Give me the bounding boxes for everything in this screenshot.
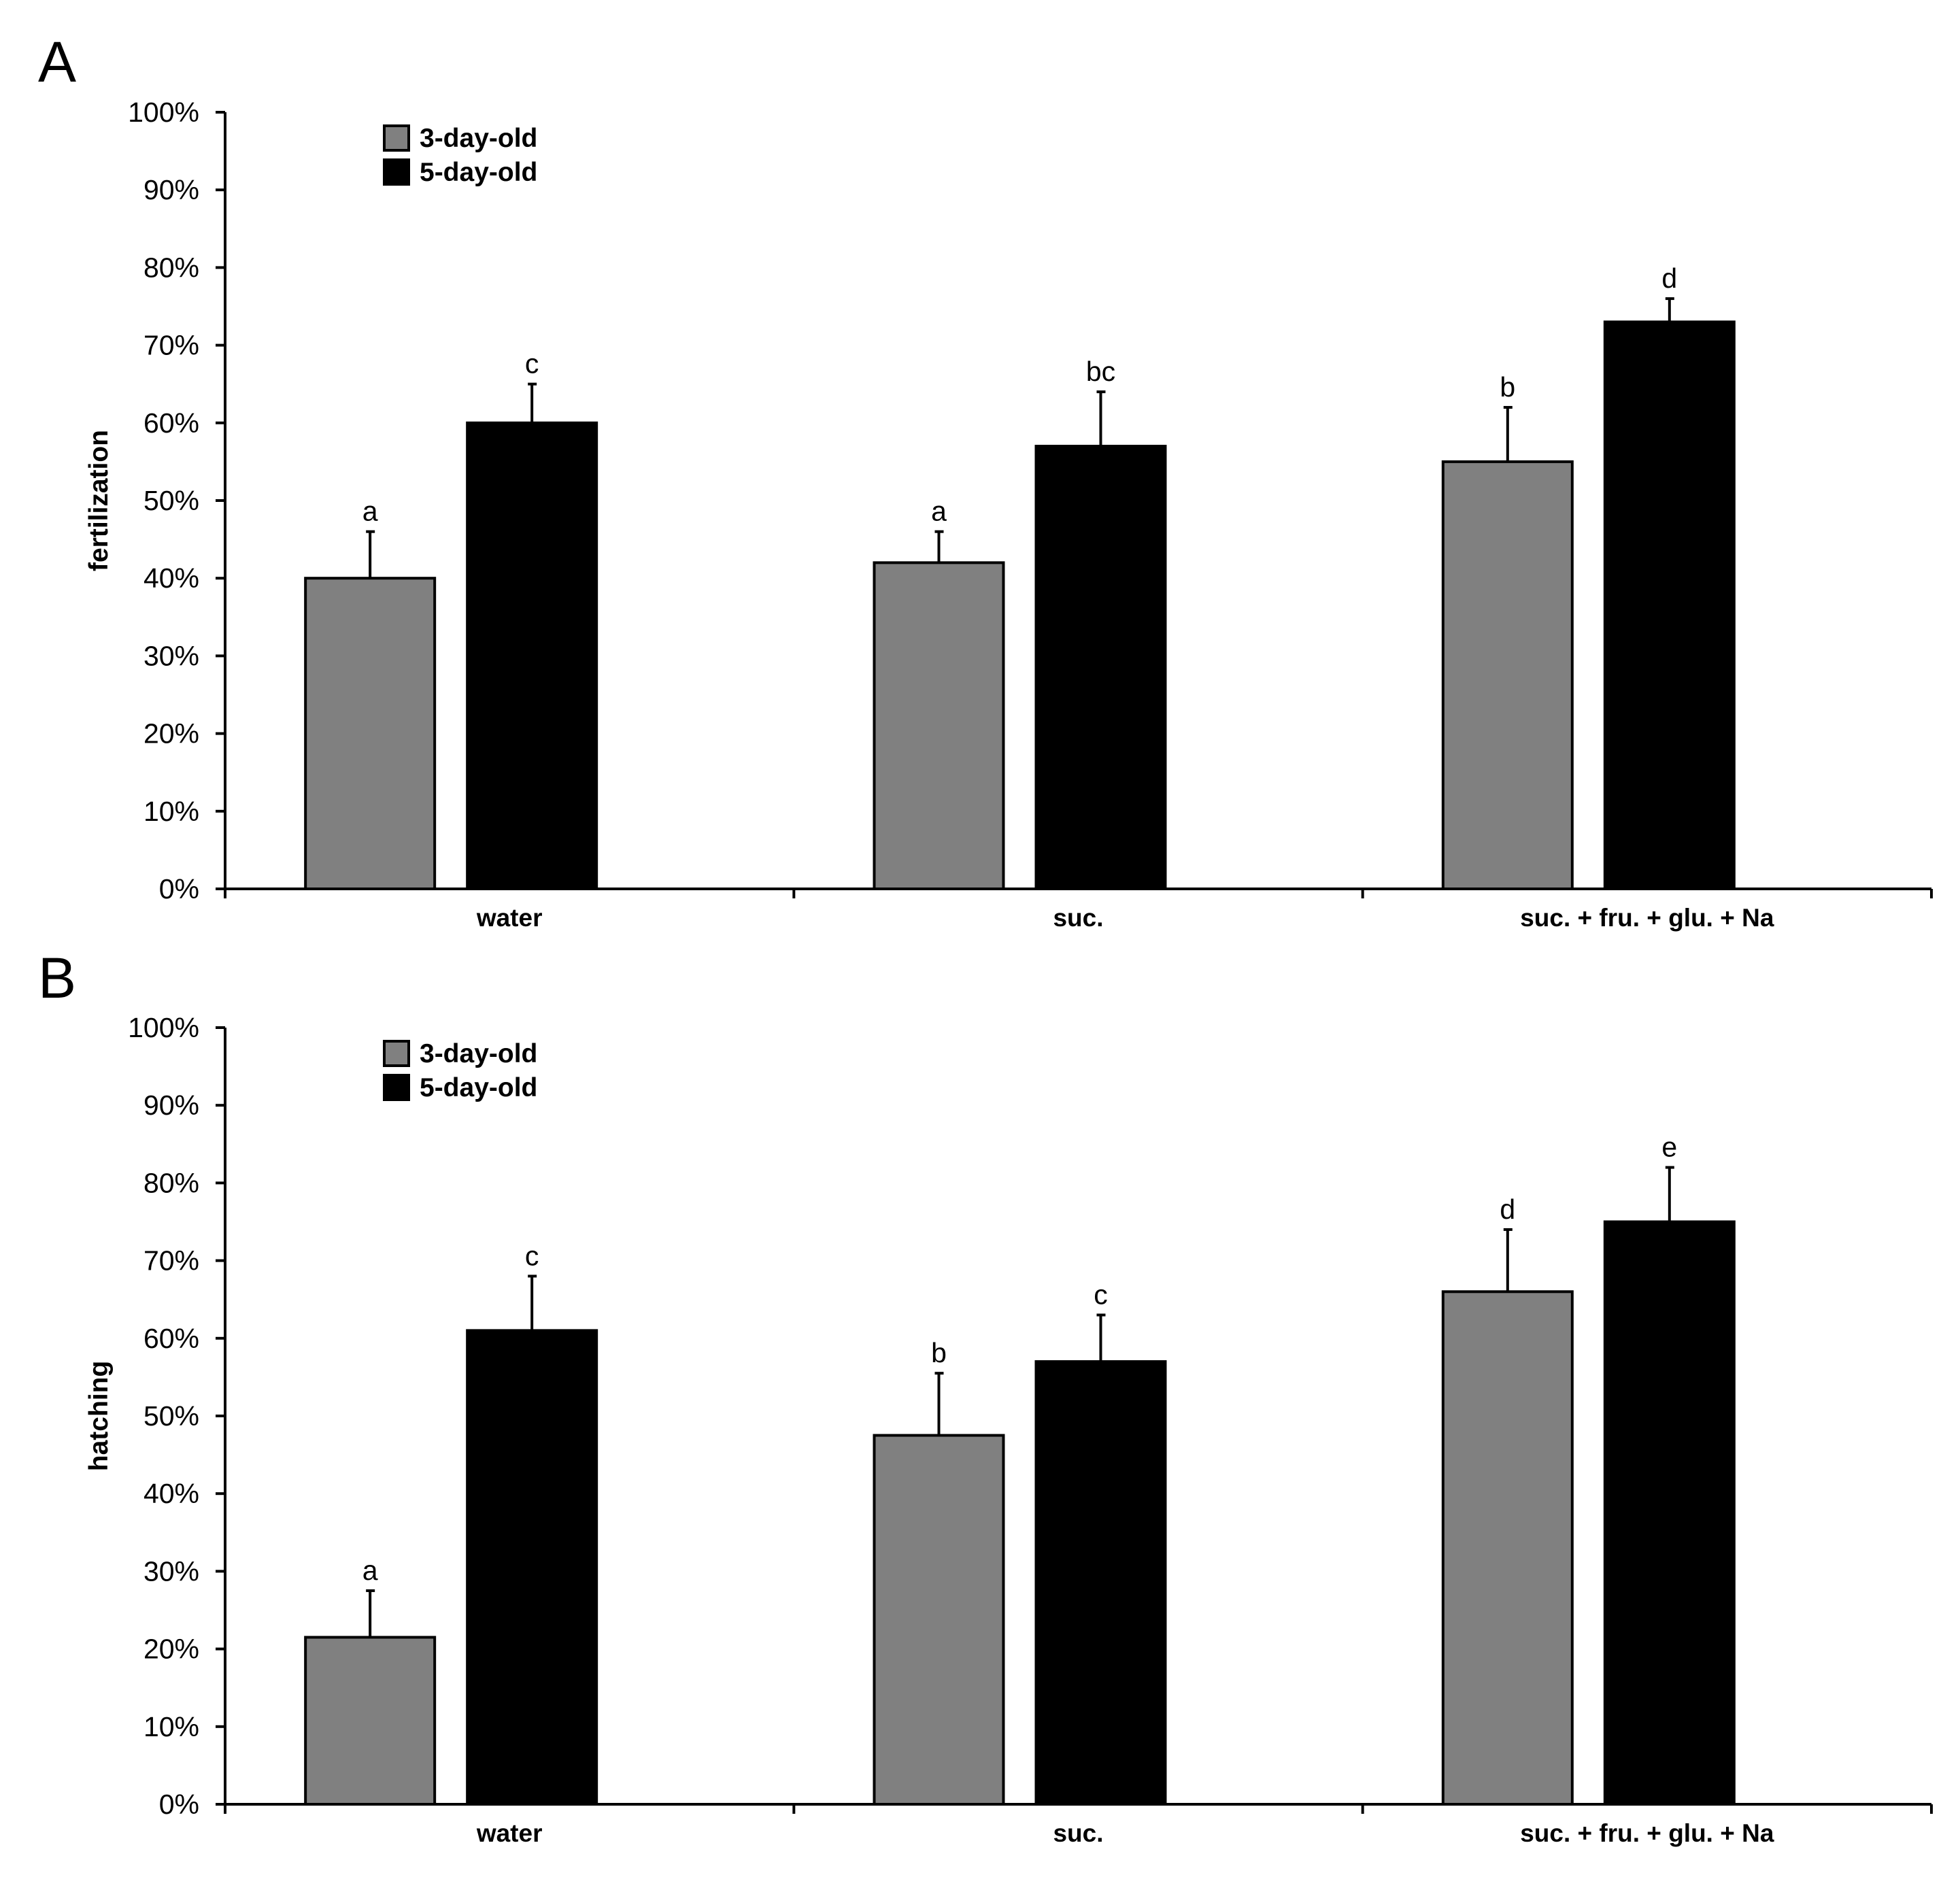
bar: [1603, 1220, 1736, 1806]
y-tick-label: 60%: [143, 407, 199, 439]
y-tick-label: 100%: [128, 1012, 199, 1043]
panel-b: B 0% 10% 20% 30% 40% 50% 60% 70% 80% 90% 100% hatchi…: [38, 946, 1933, 1847]
x-tick-label: suc.: [1053, 1819, 1103, 1847]
y-tick-label: 0%: [159, 873, 199, 905]
panel-letter: B: [38, 946, 76, 1010]
x-tick-label: suc. + fru. + glu. + Na: [1520, 904, 1774, 932]
significance-letter: e: [1661, 1132, 1677, 1163]
y-tick-label: 60%: [143, 1323, 199, 1354]
y-tick-label: 10%: [143, 796, 199, 827]
legend-label: 5-day-old: [420, 1073, 537, 1102]
bar: [304, 1636, 437, 1806]
x-tick-label: water: [476, 1819, 543, 1847]
panel-a: A 0% 10% 20% 30% 40% 50% 60% 70% 80% 90% 100% fertil…: [38, 30, 1933, 932]
y-axis-label: hatching: [84, 1361, 114, 1472]
bar: [304, 577, 437, 890]
y-tick-label: 0%: [159, 1789, 199, 1820]
significance-letter: a: [931, 496, 947, 527]
bar: [1034, 1360, 1167, 1806]
bar: [1441, 1290, 1574, 1806]
bar: [466, 421, 598, 890]
y-tick-label: 50%: [143, 1400, 199, 1432]
bar: [873, 561, 1005, 890]
legend-label: 3-day-old: [420, 124, 537, 153]
bar: [1441, 460, 1574, 890]
significance-letter: a: [362, 496, 378, 527]
x-tick-label: water: [476, 904, 543, 932]
x-tick-label: suc. + fru. + glu. + Na: [1520, 1819, 1774, 1847]
x-tick-label: suc.: [1053, 904, 1103, 932]
y-tick-label: 30%: [143, 1555, 199, 1587]
significance-letter: c: [525, 1240, 539, 1271]
y-tick-label: 100%: [128, 97, 199, 128]
y-tick-label: 20%: [143, 718, 199, 749]
bar: [873, 1434, 1005, 1806]
y-tick-label: 40%: [143, 562, 199, 594]
y-tick-label: 80%: [143, 252, 199, 283]
significance-letter: a: [362, 1555, 378, 1586]
y-tick-label: 40%: [143, 1478, 199, 1509]
y-tick-label: 50%: [143, 485, 199, 516]
legend-label: 3-day-old: [420, 1039, 537, 1068]
bar: [466, 1329, 598, 1806]
y-tick-label: 10%: [143, 1711, 199, 1742]
y-tick-label: 80%: [143, 1167, 199, 1198]
y-axis-label: fertilization: [84, 430, 114, 571]
panel-letter: A: [38, 30, 76, 94]
legend-swatch: [383, 124, 410, 152]
y-tick-label: 20%: [143, 1634, 199, 1665]
y-tick-label: 90%: [143, 174, 199, 205]
y-tick-label: 90%: [143, 1089, 199, 1121]
legend-swatch: [383, 1040, 410, 1067]
significance-letter: d: [1500, 1194, 1515, 1225]
significance-letter: b: [931, 1337, 947, 1368]
significance-letter: c: [1094, 1279, 1108, 1311]
legend-swatch: [383, 1074, 410, 1101]
significance-letter: bc: [1086, 356, 1115, 387]
y-tick-label: 70%: [143, 330, 199, 361]
bar: [1034, 445, 1167, 890]
significance-letter: b: [1500, 371, 1515, 403]
legend-label: 5-day-old: [420, 158, 537, 187]
y-tick-label: 70%: [143, 1245, 199, 1277]
bar: [1603, 320, 1736, 890]
legend-swatch: [383, 158, 410, 186]
significance-letter: d: [1661, 263, 1677, 294]
significance-letter: c: [525, 348, 539, 379]
y-tick-label: 30%: [143, 640, 199, 671]
